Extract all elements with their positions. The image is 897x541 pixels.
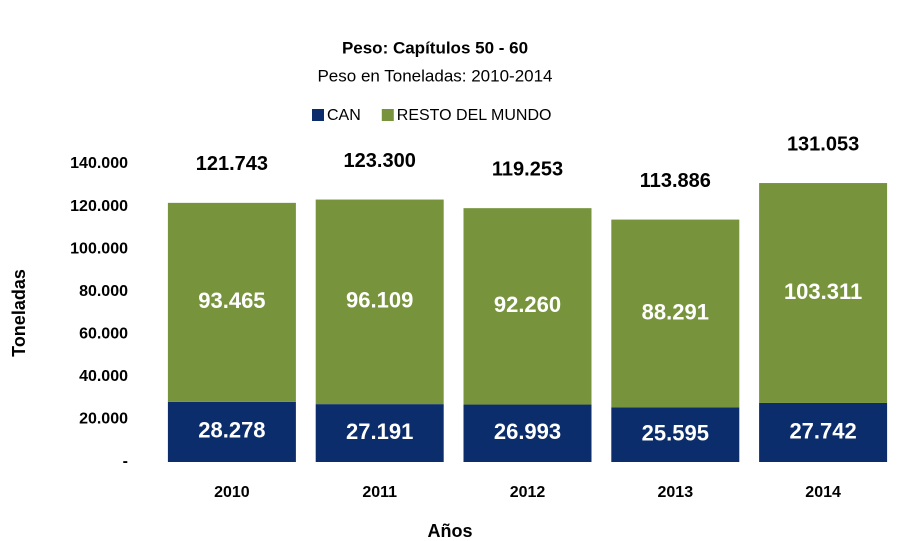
value-label: 96.109 xyxy=(346,288,413,313)
total-label: 131.053 xyxy=(787,133,859,155)
value-label: 93.465 xyxy=(198,288,265,313)
value-label: 27.742 xyxy=(789,418,856,443)
value-label: 27.191 xyxy=(346,419,413,444)
bar-segment xyxy=(611,407,740,462)
legend-swatch xyxy=(381,109,394,121)
bar-segment xyxy=(611,219,740,408)
legend-label: CAN xyxy=(327,107,361,124)
x-tick-label: 2013 xyxy=(658,484,694,501)
y-tick-label: 60.000 xyxy=(79,326,128,343)
total-label: 119.253 xyxy=(492,158,563,180)
y-tick-label: 120.000 xyxy=(70,198,128,215)
chart-subtitle: Peso en Toneladas: 2010-2014 xyxy=(317,66,552,85)
bar-segment xyxy=(315,199,444,405)
total-label: 113.886 xyxy=(640,170,711,192)
y-tick-label: 100.000 xyxy=(70,240,128,257)
total-label: 123.300 xyxy=(344,150,416,172)
y-axis-title: Toneladas xyxy=(9,269,29,357)
bar-segment xyxy=(759,183,888,403)
x-tick-label: 2010 xyxy=(214,484,250,501)
bar-segment xyxy=(463,404,592,462)
value-label: 26.993 xyxy=(494,419,561,444)
y-tick-label: 80.000 xyxy=(79,283,128,300)
bar-segment xyxy=(315,404,444,462)
bar-segment xyxy=(759,402,888,462)
x-tick-label: 2011 xyxy=(362,484,397,501)
legend-swatch xyxy=(312,109,324,121)
y-tick-label: 140.000 xyxy=(70,155,128,172)
total-label: 121.743 xyxy=(196,153,268,175)
x-axis-title: Años xyxy=(428,521,473,541)
value-label: 28.278 xyxy=(198,418,265,443)
y-tick-label: 20.000 xyxy=(79,411,128,428)
value-label: 25.595 xyxy=(642,421,709,446)
value-label: 92.260 xyxy=(494,292,561,317)
legend-label: RESTO DEL MUNDO xyxy=(397,107,552,124)
bar-segment xyxy=(167,401,296,462)
value-label: 103.311 xyxy=(784,279,862,304)
bar-segment xyxy=(167,202,296,402)
bar-segment xyxy=(463,208,592,405)
x-tick-label: 2014 xyxy=(805,484,841,501)
chart-title: Peso: Capítulos 50 - 60 xyxy=(342,38,528,57)
y-tick-label: 40.000 xyxy=(79,368,128,385)
value-label: 88.291 xyxy=(642,299,709,324)
y-tick-label: - xyxy=(123,453,128,470)
x-tick-label: 2012 xyxy=(510,484,546,501)
